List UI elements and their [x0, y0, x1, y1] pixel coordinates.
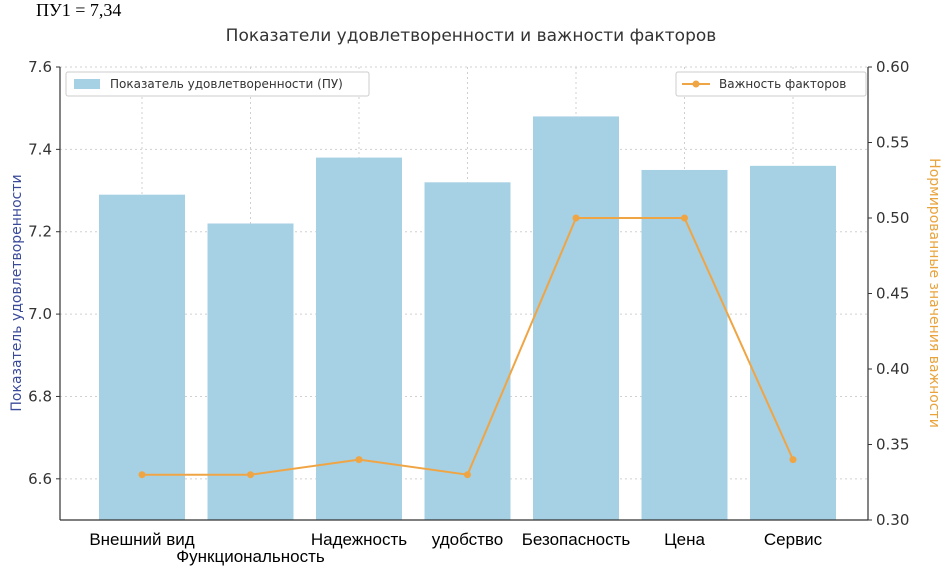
- category-label: Функциональность: [176, 547, 325, 566]
- right-tick-label: 0.60: [876, 58, 909, 76]
- importance-point: [681, 214, 688, 222]
- right-tick-label: 0.30: [876, 511, 909, 529]
- importance-point: [355, 456, 363, 464]
- legend-line-marker: [692, 80, 700, 88]
- legend-line-label: Важность факторов: [719, 77, 846, 91]
- legend-bar-swatch: [74, 79, 100, 89]
- importance-point: [138, 471, 146, 479]
- importance-point: [464, 471, 471, 479]
- legend-right: Важность факторов: [675, 71, 867, 97]
- importance-point: [247, 471, 254, 479]
- bar: [533, 116, 619, 520]
- right-tick-label: 0.40: [876, 360, 909, 378]
- importance-point: [572, 214, 580, 222]
- left-tick-label: 7.6: [28, 58, 52, 76]
- legend-left: Показатель удовлетворенности (ПУ): [65, 71, 370, 97]
- left-tick-label: 7.4: [28, 140, 52, 158]
- left-axis-label: Показатель удовлетворенности: [9, 174, 25, 411]
- left-tick-label: 6.6: [28, 470, 52, 488]
- left-tick-label: 7.2: [28, 223, 52, 241]
- left-tick-label: 7.0: [28, 305, 52, 323]
- right-tick-label: 0.50: [876, 209, 909, 227]
- category-label: Надежность: [311, 530, 407, 549]
- bar: [316, 157, 402, 520]
- importance-point: [789, 456, 797, 464]
- importance-line: [138, 214, 797, 479]
- category-label: Цена: [664, 530, 705, 549]
- category-label: Сервис: [764, 530, 823, 549]
- right-tick-label: 0.55: [876, 134, 909, 152]
- right-axis-label: Нормированные значения важности: [926, 158, 942, 428]
- right-tick-label: 0.45: [876, 285, 909, 303]
- bar: [99, 194, 185, 520]
- category-label: Безопасность: [522, 530, 631, 549]
- right-axis-ticks: 0.30 0.35 0.40 0.45 0.50 0.55 0.60: [868, 58, 909, 529]
- category-label: удобство: [432, 530, 503, 549]
- bar: [750, 165, 836, 520]
- bar: [641, 169, 728, 521]
- category-label: Внешний вид: [89, 530, 194, 549]
- bars: [99, 116, 836, 521]
- left-axis-ticks: 6.6 6.8 7.0 7.2 7.4 7.6: [28, 58, 60, 488]
- top-note: ПУ1 = 7,34: [36, 0, 122, 20]
- right-tick-label: 0.35: [876, 436, 909, 454]
- bar: [424, 182, 511, 521]
- left-tick-label: 6.8: [28, 387, 52, 405]
- chart-title: Показатели удовлетворенности и важности …: [226, 26, 717, 46]
- legend-bar-label: Показатель удовлетворенности (ПУ): [110, 77, 343, 91]
